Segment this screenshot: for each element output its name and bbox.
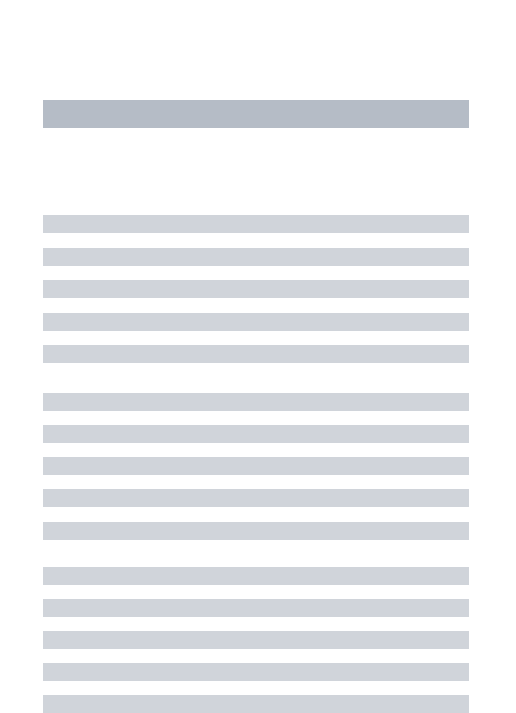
Bar [43,100,469,128]
Bar [43,248,469,266]
Bar [43,425,469,443]
Bar [43,522,469,540]
Bar [43,567,469,585]
Bar [43,457,469,475]
Bar [43,489,469,507]
Bar [43,280,469,298]
Bar [43,313,469,331]
Bar [43,695,469,713]
Bar [43,215,469,233]
Bar [43,631,469,649]
Bar [43,663,469,681]
Bar [43,599,469,617]
Bar [43,345,469,363]
Bar [43,393,469,411]
